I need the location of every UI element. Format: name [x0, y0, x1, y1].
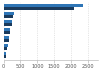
Bar [4, 39, 9, 42]
Bar [4, 55, 6, 58]
Bar [4, 28, 10, 31]
Bar [4, 31, 10, 34]
Bar [4, 7, 74, 10]
Bar [4, 23, 12, 26]
Bar [4, 12, 14, 15]
Bar [4, 52, 6, 55]
Bar [4, 36, 9, 39]
Bar [4, 47, 7, 50]
Bar [4, 15, 13, 18]
Bar [4, 44, 8, 47]
Bar [4, 20, 12, 23]
Bar [4, 4, 83, 7]
